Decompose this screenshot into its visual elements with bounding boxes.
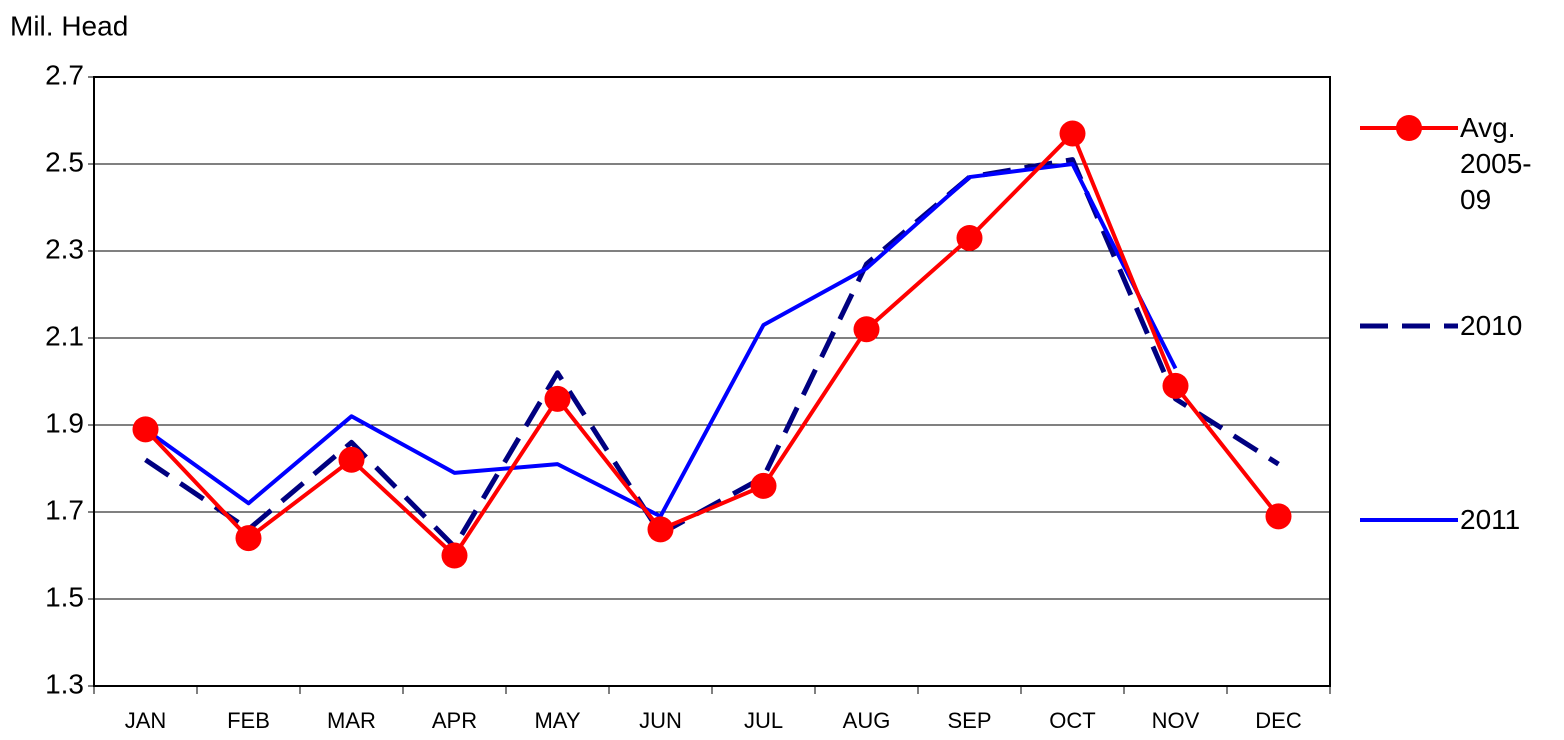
data-point bbox=[1162, 372, 1189, 399]
x-tick-label: DEC bbox=[1255, 708, 1302, 733]
x-tick-label: OCT bbox=[1049, 708, 1095, 733]
y-tick-label: 2.5 bbox=[45, 146, 84, 177]
y-tick-label: 2.3 bbox=[45, 233, 84, 264]
x-tick-label: JUL bbox=[744, 708, 783, 733]
legend-label-box: Avg. 2005-09 bbox=[1460, 112, 1532, 215]
data-point bbox=[1059, 120, 1086, 147]
y-tick-label: 1.5 bbox=[45, 581, 84, 612]
series-line bbox=[144, 162, 1178, 519]
y-tick-label: 1.9 bbox=[45, 407, 84, 438]
legend-label-box: 2010 bbox=[1460, 310, 1523, 341]
plot-frame bbox=[93, 76, 1331, 687]
x-tick-label: NOV bbox=[1152, 708, 1200, 733]
series-line bbox=[144, 131, 1281, 558]
legend-label: 2011 bbox=[1460, 504, 1521, 535]
x-tick-label: AUG bbox=[843, 708, 891, 733]
x-tick-label: MAY bbox=[534, 708, 580, 733]
x-tick-label: JAN bbox=[125, 708, 167, 733]
x-tick-label: JUN bbox=[639, 708, 682, 733]
data-point bbox=[956, 224, 983, 251]
data-point bbox=[1265, 503, 1292, 530]
legend-marker bbox=[1396, 115, 1422, 141]
data-point bbox=[235, 525, 262, 552]
legend-label: Avg. 2005-09 bbox=[1460, 112, 1532, 215]
y-tick-label: 1.3 bbox=[45, 668, 84, 699]
data-point bbox=[750, 472, 777, 499]
x-tick-label: APR bbox=[432, 708, 477, 733]
legend-label-box: 2011 bbox=[1460, 504, 1521, 535]
y-tick-label: 1.7 bbox=[45, 494, 84, 525]
y-tick-label: 2.7 bbox=[45, 59, 84, 90]
data-point bbox=[338, 446, 365, 473]
legend-label: 2010 bbox=[1460, 310, 1523, 341]
data-point bbox=[132, 416, 159, 443]
x-tick-label: FEB bbox=[227, 708, 270, 733]
data-point bbox=[647, 516, 674, 543]
data-point bbox=[544, 385, 571, 412]
x-tick-label: SEP bbox=[947, 708, 991, 733]
y-tick-label: 2.1 bbox=[45, 320, 84, 351]
y-axis-label: Mil. Head bbox=[10, 10, 128, 41]
x-tick-label: MAR bbox=[327, 708, 376, 733]
data-point bbox=[853, 316, 880, 343]
data-point bbox=[441, 542, 468, 569]
